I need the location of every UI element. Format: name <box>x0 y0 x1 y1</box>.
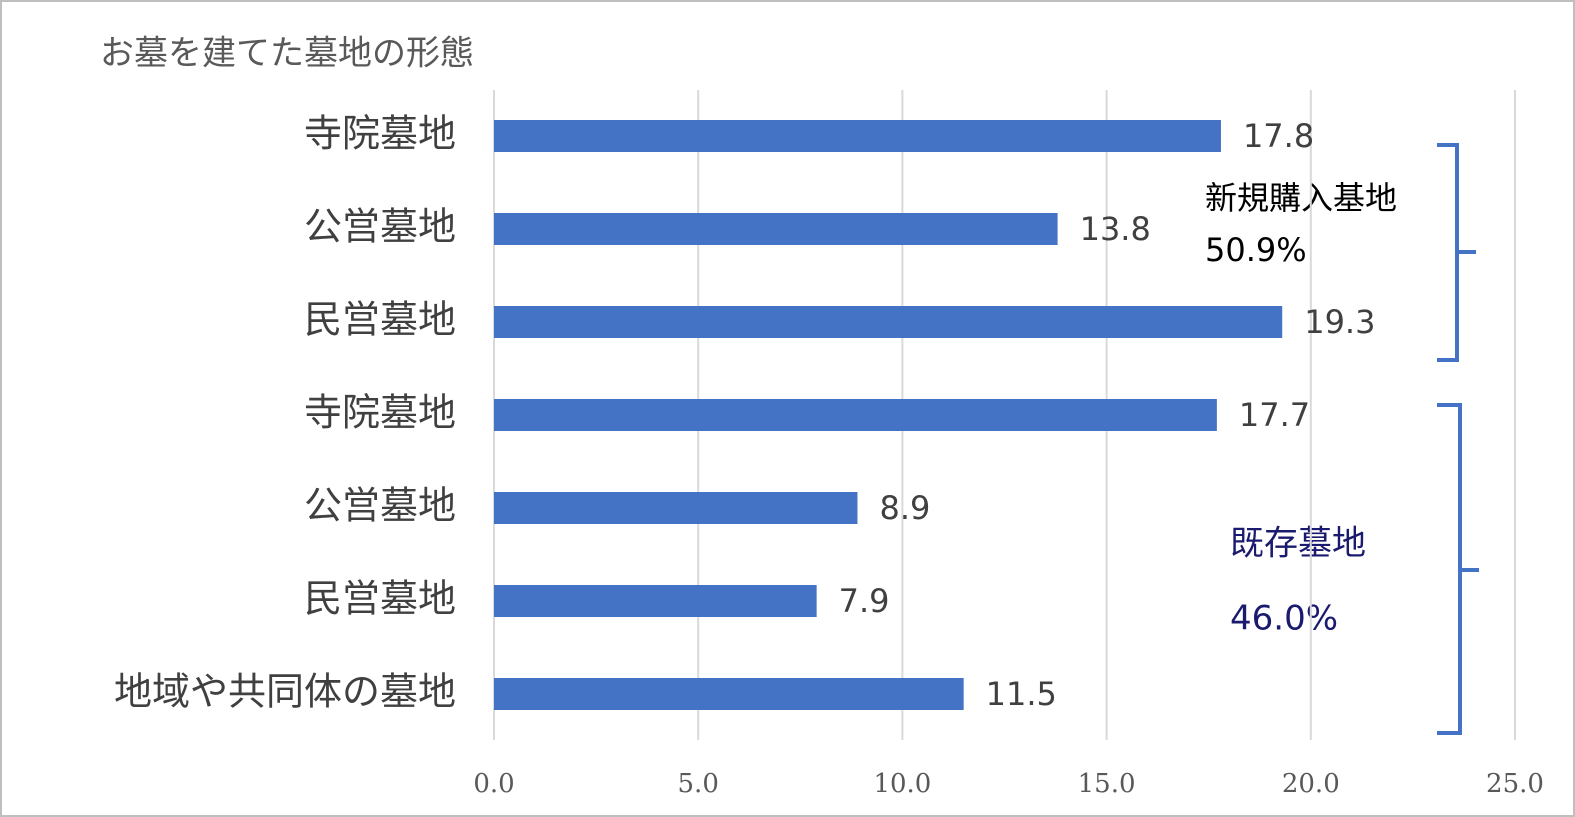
x-tick-label: 15.0 <box>1078 769 1136 799</box>
value-label: 8.9 <box>879 489 930 527</box>
y-tick-label: 民営墓地 <box>304 298 456 342</box>
y-tick-label: 寺院墓地 <box>304 391 456 435</box>
y-tick-label: 公営墓地 <box>304 205 456 249</box>
annotation: 46.0% <box>1230 599 1338 639</box>
y-tick-label: 地域や共同体の墓地 <box>114 670 456 714</box>
bar <box>494 306 1283 338</box>
x-tick-label: 25.0 <box>1486 769 1544 799</box>
value-label: 19.3 <box>1304 303 1375 341</box>
annotation: 既存墓地 <box>1230 524 1366 564</box>
bar <box>494 120 1221 152</box>
x-tick-label: 10.0 <box>873 769 931 799</box>
brace <box>1437 403 1479 735</box>
value-label: 17.8 <box>1243 117 1314 155</box>
annotation: 50.9% <box>1205 231 1307 269</box>
bar <box>494 678 964 710</box>
brace <box>1437 143 1476 362</box>
x-tick-label: 0.0 <box>473 769 514 799</box>
x-tick-label: 20.0 <box>1282 769 1340 799</box>
value-label: 17.7 <box>1239 396 1310 434</box>
bar <box>494 585 817 617</box>
bar <box>494 492 858 524</box>
value-label: 13.8 <box>1080 210 1151 248</box>
value-label: 7.9 <box>839 582 890 620</box>
x-tick-label: 5.0 <box>678 769 719 799</box>
y-tick-label: 寺院墓地 <box>304 112 456 156</box>
y-tick-label: 民営墓地 <box>304 577 456 621</box>
annotation: 新規購入基地 <box>1205 179 1397 217</box>
bar <box>494 213 1058 245</box>
y-tick-label: 公営墓地 <box>304 484 456 528</box>
bar <box>494 399 1217 431</box>
chart-title: お墓を建てた墓地の形態 <box>100 34 474 74</box>
value-label: 11.5 <box>986 675 1057 713</box>
